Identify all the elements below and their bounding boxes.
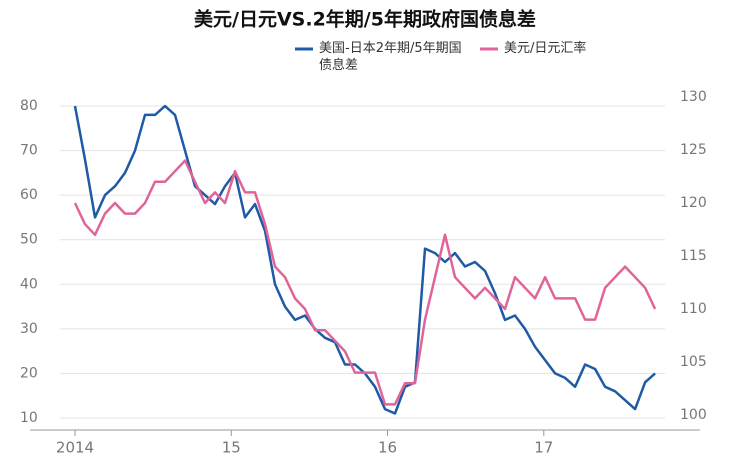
x-tick-label: 15	[222, 439, 241, 457]
series-line	[73, 104, 656, 415]
legend-label: 美国-日本2年期/5年期国债息差	[319, 41, 462, 73]
x-tick-label: 16	[378, 439, 397, 457]
y2-tick-label: 120	[680, 195, 707, 211]
y2-tick-label: 125	[680, 142, 707, 158]
y2-tick-label: 105	[680, 354, 707, 370]
y-tick-label: 30	[20, 321, 38, 337]
legend-label: 美元/日元汇率	[504, 41, 587, 56]
y-tick-label: 80	[20, 98, 38, 114]
y-tick-label: 20	[20, 365, 38, 381]
x-tick-label: 2014	[56, 439, 94, 457]
y-tick-label: 60	[20, 187, 38, 203]
y-tick-label: 70	[20, 143, 38, 159]
chart-title: 美元/日元VS.2年期/5年期政府国债息差	[194, 8, 536, 31]
x-tick-label: 17	[534, 439, 553, 457]
y-tick-label: 40	[20, 276, 38, 292]
y2-tick-label: 115	[680, 248, 707, 264]
y2-tick-label: 100	[680, 407, 707, 423]
series-line	[73, 159, 657, 406]
y2-tick-label: 110	[680, 301, 707, 317]
y-tick-label: 50	[20, 232, 38, 248]
y2-tick-label: 130	[680, 89, 707, 105]
y-tick-label: 10	[20, 410, 38, 426]
